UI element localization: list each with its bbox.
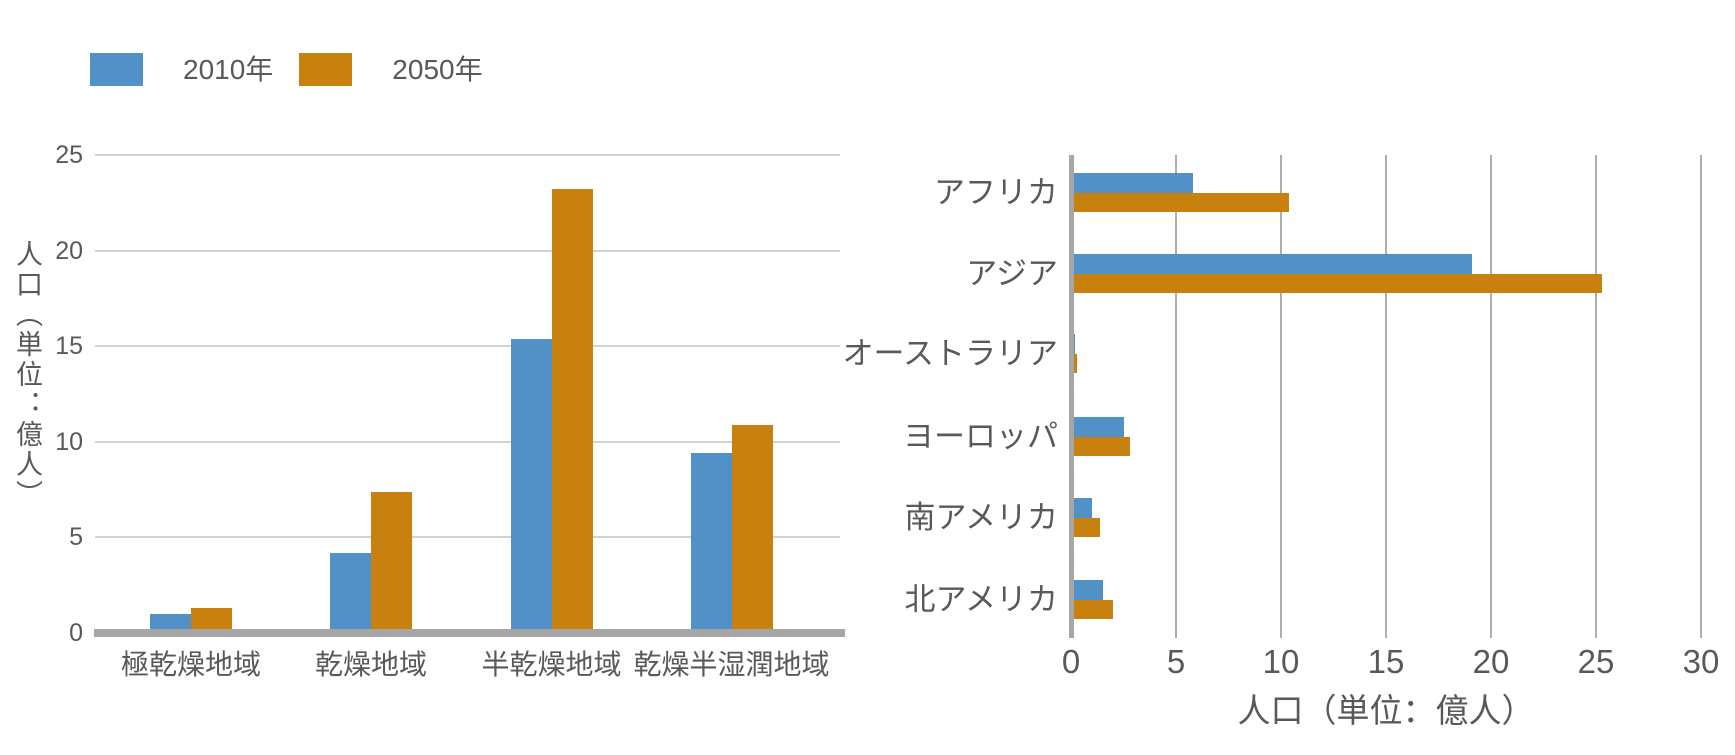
bar-2010 — [330, 552, 371, 633]
left-plot — [94, 154, 845, 637]
bar-2010 — [1071, 253, 1473, 274]
legend: 2010年 2050年 — [90, 53, 483, 86]
legend-swatch-2010 — [90, 53, 143, 86]
bar-2010 — [1071, 173, 1193, 193]
y-tick-label: 10 — [55, 427, 83, 456]
category-label: ヨーロッパ — [903, 419, 1058, 454]
bar-2050 — [1071, 600, 1113, 619]
bar-2050 — [1071, 273, 1603, 293]
x-tick-label: 15 — [1367, 643, 1405, 680]
bar-2010 — [510, 338, 552, 633]
right-plot — [1069, 155, 1702, 638]
bar-2050 — [191, 608, 232, 633]
category-label: 半乾燥地域 — [481, 649, 622, 680]
gridline — [1280, 155, 1282, 638]
gridline — [1595, 155, 1597, 638]
category-label: 乾燥地域 — [314, 649, 427, 680]
category-label: アフリカ — [934, 175, 1058, 210]
bar-2010 — [150, 613, 191, 633]
bar-2050 — [1071, 354, 1078, 373]
gridline — [1490, 155, 1492, 638]
x-tick-label: 0 — [1061, 643, 1081, 680]
legend-label-2050: 2050年 — [392, 54, 483, 85]
gridline — [1385, 155, 1387, 638]
category-label: 極乾燥地域 — [120, 649, 261, 680]
bar-2050 — [371, 491, 412, 633]
y-tick-label: 5 — [69, 523, 83, 552]
x-tick-label: 20 — [1472, 643, 1510, 680]
y-tick-label: 20 — [55, 236, 83, 265]
x-axis-line — [94, 629, 845, 637]
gridline — [95, 536, 840, 539]
gridline — [95, 154, 840, 156]
x-tick-label: 30 — [1682, 643, 1720, 680]
x-tick-label: 10 — [1262, 643, 1300, 680]
bar-2050 — [1071, 193, 1290, 212]
legend-label-2010: 2010年 — [183, 54, 274, 85]
x-axis-title: 人口（単位：億人） — [1237, 692, 1535, 729]
x-tick-label: 25 — [1577, 643, 1615, 680]
gridline — [95, 345, 840, 348]
gridline — [1175, 155, 1177, 638]
gridline — [1700, 155, 1702, 638]
category-label: アジア — [966, 255, 1058, 291]
y-axis-line — [1069, 155, 1074, 638]
bar-2010 — [690, 453, 732, 633]
category-label: 北アメリカ — [904, 582, 1058, 617]
bar-2050 — [1071, 517, 1101, 537]
bar-2050 — [731, 424, 773, 633]
category-label: 乾燥半湿潤地域 — [633, 649, 830, 680]
category-label: オーストラリア — [842, 336, 1058, 371]
x-tick-label: 5 — [1166, 643, 1186, 680]
bar-2010 — [1071, 580, 1103, 600]
gridline — [95, 249, 840, 252]
y-tick-label: 25 — [55, 141, 83, 169]
legend-swatch-2050 — [299, 53, 353, 86]
y-axis-title: 人口（単位：億人） — [12, 240, 42, 510]
gridline — [95, 440, 840, 443]
y-tick-label: 15 — [55, 332, 83, 361]
bar-2010 — [1071, 497, 1092, 518]
y-tick-label: 0 — [69, 619, 83, 647]
bar-2050 — [551, 189, 593, 633]
category-label: 南アメリカ — [904, 499, 1058, 535]
bar-2010 — [1071, 417, 1124, 437]
bar-2050 — [1071, 437, 1130, 456]
